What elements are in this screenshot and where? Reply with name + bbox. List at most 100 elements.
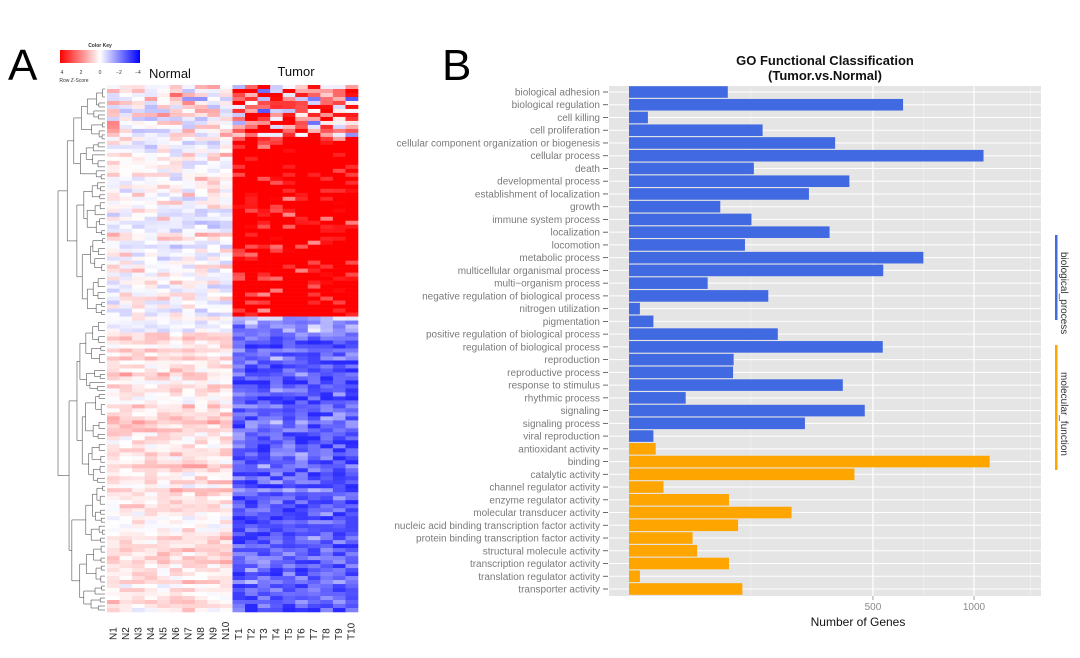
heatmap-cell: [295, 244, 309, 249]
heatmap-cell: [169, 264, 183, 269]
heatmap-cell: [295, 584, 309, 589]
heatmap-cell: [207, 104, 221, 110]
heatmap-cell: [169, 256, 183, 261]
heatmap-cell: [107, 428, 120, 433]
heatmap-cell: [207, 332, 221, 337]
heatmap-cell: [282, 128, 296, 134]
heatmap-cell: [182, 364, 196, 369]
heatmap-cell: [107, 112, 120, 118]
heatmap-cell: [282, 384, 296, 389]
heatmap-cell: [119, 376, 133, 381]
heatmap-cell: [157, 544, 171, 549]
heatmap-cell: [295, 132, 309, 138]
heatmap-cell: [270, 404, 283, 409]
heatmap-cell: [295, 428, 309, 433]
heatmap-cell: [282, 160, 296, 166]
heatmap-cell: [157, 488, 171, 493]
heatmap-cell: [182, 404, 196, 409]
heatmap-cell: [307, 188, 321, 194]
heatmap-cell: [257, 244, 271, 249]
heatmap-cell: [119, 480, 133, 485]
heatmap-cell: [245, 224, 258, 230]
heatmap-cell: [320, 584, 334, 589]
heatmap-cell: [282, 320, 296, 325]
heatmap-cell: [332, 600, 346, 605]
heatmap-cell: [257, 476, 271, 481]
heatmap-cell: [332, 352, 346, 357]
heatmap-cell: [107, 280, 120, 285]
heatmap-cell: [320, 228, 334, 234]
heatmap-cell: [232, 608, 246, 613]
heatmap-cell: [107, 152, 120, 158]
heatmap-cell: [169, 548, 183, 553]
heatmap-cell: [169, 244, 183, 249]
heatmap-cell: [320, 432, 334, 437]
heatmap-cell: [157, 268, 171, 273]
legend-label-molecular-function: molecular_function: [1058, 372, 1069, 456]
heatmap-cell: [295, 116, 309, 122]
heatmap-cell: [295, 176, 309, 182]
heatmap-cell: [182, 500, 196, 505]
heatmap-cell: [232, 536, 246, 541]
heatmap-cell: [119, 604, 133, 609]
heatmap-cell: [144, 364, 158, 369]
heatmap-cell: [107, 416, 120, 421]
heatmap-cell: [207, 260, 221, 265]
heatmap-cell: [295, 436, 309, 441]
heatmap-cell: [119, 516, 133, 521]
heatmap-cell: [207, 340, 221, 345]
heatmap-cell: [320, 276, 334, 281]
heatmap-cell: [332, 380, 346, 385]
heatmap-cell: [295, 488, 309, 493]
heatmap-cell: [282, 528, 296, 533]
heatmap-cell: [194, 248, 208, 253]
heatmap-cell: [245, 416, 258, 421]
heatmap-cell: [194, 128, 208, 134]
heatmap-cell: [295, 588, 309, 593]
heatmap-cell: [194, 208, 208, 214]
column-label: N4: [146, 627, 157, 640]
heatmap-cell: [132, 232, 145, 238]
heatmap-cell: [270, 160, 283, 166]
heatmap-cell: [345, 536, 359, 541]
heatmap-cell: [307, 584, 321, 589]
heatmap-cell: [119, 184, 133, 190]
heatmap-cell: [169, 572, 183, 577]
heatmap-cell: [320, 560, 334, 565]
heatmap-cell: [194, 300, 208, 305]
heatmap-cell: [345, 132, 359, 138]
heatmap-cell: [157, 212, 171, 218]
heatmap-cell: [232, 124, 246, 130]
heatmap-cell: [232, 280, 246, 285]
heatmap-cell: [295, 600, 309, 605]
heatmap-cell: [232, 380, 246, 385]
heatmap-cell: [107, 528, 120, 533]
heatmap-cell: [207, 488, 221, 493]
heatmap-cell: [332, 368, 346, 373]
heatmap-cell: [107, 144, 120, 150]
heatmap-cell: [270, 588, 283, 593]
heatmap-cell: [219, 560, 233, 565]
heatmap-cell: [257, 332, 271, 337]
heatmap-cell: [245, 128, 258, 134]
heatmap-cell: [295, 496, 309, 501]
heatmap-cell: [144, 576, 158, 581]
heatmap-cell: [144, 116, 158, 122]
heatmap-cell: [219, 104, 233, 110]
heatmap-cell: [132, 392, 145, 397]
heatmap-cell: [245, 532, 258, 537]
heatmap-cell: [295, 456, 309, 461]
heatmap-cell: [320, 140, 334, 146]
heatmap-cell: [157, 500, 171, 505]
heatmap-cell: [345, 240, 359, 245]
heatmap-cell: [282, 304, 296, 309]
heatmap-cell: [207, 176, 221, 182]
heatmap-cell: [219, 200, 233, 206]
heatmap-cell: [157, 328, 171, 333]
heatmap-cell: [307, 192, 321, 198]
column-label: T4: [271, 628, 282, 640]
heatmap-cell: [332, 576, 346, 581]
heatmap-cell: [194, 160, 208, 166]
heatmap-cell: [332, 212, 346, 218]
heatmap-cell: [194, 560, 208, 565]
